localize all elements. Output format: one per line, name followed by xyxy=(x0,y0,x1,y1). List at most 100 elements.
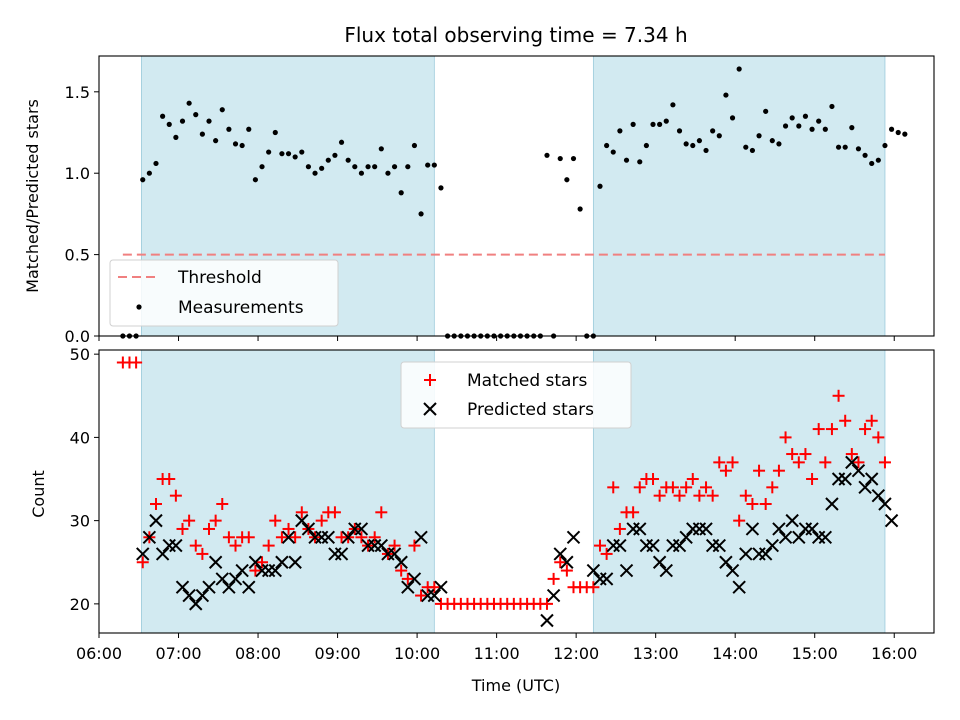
predicted-star-point xyxy=(334,547,349,561)
panel-top: Flux total observing time = 7.34 h Match… xyxy=(23,23,935,346)
predicted-star-stroke-b xyxy=(672,538,687,553)
measurement-point xyxy=(696,138,703,144)
predicted-star-point xyxy=(725,563,740,578)
matched-star-point xyxy=(275,531,288,544)
predicted-stars-points xyxy=(136,455,899,628)
matched-star-point xyxy=(845,448,858,461)
measurement-point xyxy=(769,138,775,144)
matched-star-point xyxy=(130,356,143,369)
predicted-star-point xyxy=(712,538,726,553)
predicted-star-point xyxy=(401,580,415,594)
predicted-star-stroke-b xyxy=(838,472,852,486)
measurement-point xyxy=(352,164,358,170)
matched-star-point xyxy=(878,456,891,469)
measurement-point xyxy=(398,190,404,196)
measurement-point xyxy=(902,131,908,137)
predicted-star-point xyxy=(387,547,402,561)
predicted-star-stroke-b xyxy=(288,555,302,569)
predicted-star-point xyxy=(845,455,859,470)
matched-star-point xyxy=(666,481,679,494)
predicted-star-point xyxy=(825,497,839,511)
xtick-label: 12:00 xyxy=(553,644,599,663)
predicted-star-stroke-b xyxy=(242,580,256,594)
predicted-star-stroke-b xyxy=(745,522,760,536)
predicted-star-point xyxy=(659,563,673,578)
legend-predicted-label: Predicted stars xyxy=(467,400,594,420)
matched-star-point xyxy=(786,448,799,461)
legend-predicted-swatch xyxy=(423,402,437,416)
bottom-y-axis-label: Count xyxy=(29,470,48,518)
predicted-star-stroke-b xyxy=(281,530,296,544)
predicted-star-point xyxy=(268,563,282,578)
measurement-point xyxy=(749,147,756,154)
matched-star-point xyxy=(295,506,308,519)
matched-star-point xyxy=(766,481,779,494)
predicted-star-point xyxy=(208,555,223,569)
matched-star-point xyxy=(176,522,189,535)
predicted-star-stroke-b xyxy=(712,538,726,553)
measurement-point xyxy=(849,125,855,131)
predicted-star-stroke-b xyxy=(725,563,740,578)
predicted-star-stroke-b xyxy=(679,530,693,544)
predicted-star-stroke-b xyxy=(758,547,773,561)
measurement-point xyxy=(425,162,431,168)
matched-star-point xyxy=(547,572,560,585)
measurement-point xyxy=(166,121,172,127)
measurement-point xyxy=(723,92,729,98)
measurement-point xyxy=(266,149,272,155)
measurement-point xyxy=(365,164,371,170)
legend-measurements-swatch xyxy=(136,304,142,310)
matched-star-point xyxy=(540,597,553,610)
matched-star-point xyxy=(408,539,421,552)
predicted-star-stroke-b xyxy=(248,555,263,569)
measurement-point xyxy=(676,128,683,134)
predicted-star-stroke-b xyxy=(553,547,567,561)
matched-star-point xyxy=(839,414,852,427)
predicted-star-point xyxy=(679,530,693,544)
predicted-star-stroke-b xyxy=(851,463,866,478)
top-axes-frame xyxy=(98,55,935,337)
top-shade-1 xyxy=(592,55,886,337)
matched-star-point xyxy=(825,423,838,436)
top-ytick-label: 1.0 xyxy=(65,164,90,183)
xtick-label: 11:00 xyxy=(474,644,520,663)
matched-star-point xyxy=(209,514,222,527)
measurement-point xyxy=(411,142,418,149)
matched-star-point xyxy=(872,431,885,444)
measurement-point xyxy=(816,118,822,124)
predicted-star-point xyxy=(202,580,216,594)
matched-star-point xyxy=(256,556,269,569)
measurement-point xyxy=(557,155,563,162)
matched-star-point xyxy=(183,514,196,527)
predicted-star-stroke-b xyxy=(785,513,799,528)
predicted-star-point xyxy=(858,480,872,495)
matched-star-point xyxy=(428,581,441,594)
predicted-star-point xyxy=(772,522,786,536)
measurement-point xyxy=(305,164,312,170)
measurement-point xyxy=(610,149,616,155)
matched-star-point xyxy=(713,456,726,469)
measurement-point xyxy=(637,159,643,165)
measurement-point xyxy=(186,100,192,106)
predicted-star-point xyxy=(155,547,170,561)
predicted-star-stroke-b xyxy=(792,530,806,544)
predicted-star-point xyxy=(434,580,448,594)
measurement-point xyxy=(319,165,325,171)
predicted-star-point xyxy=(427,588,442,603)
predicted-star-stroke-b xyxy=(765,538,780,553)
predicted-star-stroke-b xyxy=(175,580,190,594)
predicted-star-point xyxy=(374,538,389,553)
measurement-point xyxy=(570,155,577,162)
measurement-point xyxy=(219,107,225,113)
matched-star-point xyxy=(693,489,706,502)
matched-star-point xyxy=(163,473,176,486)
predicted-star-stroke-b xyxy=(566,530,581,544)
measurement-point xyxy=(855,146,862,152)
measurement-point xyxy=(385,170,391,176)
matched-star-point xyxy=(136,556,149,569)
measurement-point xyxy=(338,139,345,145)
predicted-star-stroke-b xyxy=(560,555,574,569)
predicted-star-point xyxy=(778,530,793,544)
measurement-point xyxy=(160,113,166,119)
predicted-star-point xyxy=(732,580,746,594)
